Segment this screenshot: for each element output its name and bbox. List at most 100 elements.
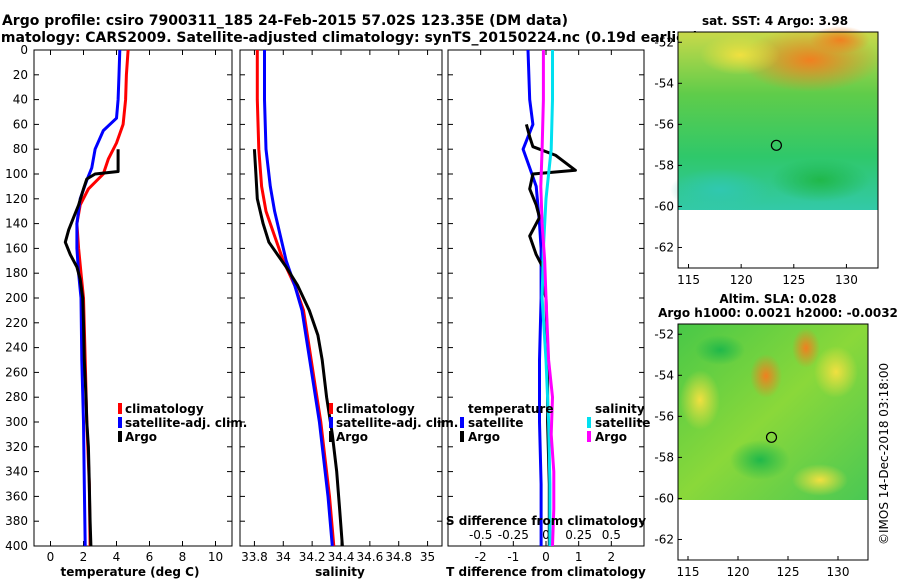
t-difference-xlabel: T difference from climatology [446, 565, 646, 579]
depth-tick-label: 240 [5, 341, 28, 355]
x-tick-label: 33.8 [241, 550, 268, 564]
legend-label-s-satellite: satellite [595, 416, 650, 430]
sla-high-patch [792, 464, 848, 496]
map-x-tick-label: 125 [777, 565, 800, 579]
depth-tick-label: 160 [5, 241, 28, 255]
depth-tick-label: 180 [5, 266, 28, 280]
salinity-panel [239, 49, 443, 547]
depth-tick-label: 340 [5, 465, 28, 479]
legend-swatch-satellite [118, 417, 122, 428]
legend-title-temperature: temperature [468, 402, 553, 416]
map-y-tick-label: -56 [654, 409, 674, 423]
sst-map [670, 26, 880, 269]
depth-tick-label: 20 [13, 68, 28, 82]
legend-swatch-argo [118, 431, 122, 442]
sla-low-patch [730, 440, 790, 480]
temperature-xlabel: temperature (deg C) [61, 565, 200, 579]
map-y-tick-label: -60 [654, 491, 674, 505]
map-x-tick-label: 115 [677, 565, 700, 579]
series-argo [252, 149, 344, 547]
map-y-tick-label: -62 [654, 532, 674, 546]
depth-tick-label: 220 [5, 316, 28, 330]
legend-swatch-climatology [118, 403, 122, 414]
series-temperature-satellite [521, 49, 543, 546]
legend-label-t-satellite: satellite [468, 416, 523, 430]
temperature-plot: 0 2 4 6 8 10 [34, 49, 232, 564]
legend-label-climatology: climatology [125, 402, 204, 416]
legend-swatch-satellite [329, 417, 333, 428]
map-y-tick-label: -52 [654, 35, 674, 49]
legend-label-climatology: climatology [336, 402, 415, 416]
map-y-tick-label: -58 [654, 158, 674, 172]
salinity-xlabel: salinity [315, 565, 365, 579]
map-y-tick-label: -54 [654, 76, 674, 90]
depth-tick-label: 360 [5, 489, 28, 503]
depth-tick-label: 320 [5, 440, 28, 454]
sla-high-patch [680, 370, 720, 430]
sla-high-patch [792, 328, 820, 368]
map-y-tick-label: -60 [654, 199, 674, 213]
difference-plot: -2 -1 0 1 2 -0.5 -0.25 0 0.25 0.5 [448, 49, 644, 564]
map-x-tick-label: 120 [727, 565, 750, 579]
series-climatology [255, 50, 336, 547]
x-tick-label: 34 [276, 550, 291, 564]
title-line-2: Climatology: CARS2009. Satellite-adjuste… [0, 30, 699, 46]
x-tick-label: 34.2 [299, 550, 326, 564]
depth-tick-label: 380 [5, 514, 28, 528]
sla-high-patch [750, 354, 782, 398]
sla-map-title-line-2: Argo h1000: 0.0021 h2000: -0.0032 [658, 306, 898, 320]
sst-cool-patch [770, 158, 870, 202]
sst-cool-patch [670, 168, 770, 212]
s-tick-label: -0.25 [498, 528, 529, 542]
temperature-panel [33, 49, 233, 547]
legend-label-s-argo: Argo [595, 430, 627, 444]
x-tick-label: 2 [80, 550, 88, 564]
x-tick-label: 34.4 [328, 550, 355, 564]
temperature-legend: climatology satellite-adj. clim. Argo [118, 402, 247, 444]
s-tick-label: 0 [542, 528, 550, 542]
sla-map-axes: 115 120 125 130 -52 -54 -56 -58 -60 -62 [654, 327, 849, 579]
map-x-tick-label: 130 [827, 565, 850, 579]
depth-tick-label: 0 [20, 43, 28, 57]
map-y-tick-label: -54 [654, 368, 674, 382]
legend-swatch-s-argo [587, 431, 591, 442]
legend-title-salinity: salinity [595, 402, 645, 416]
map-x-tick-label: 125 [782, 273, 805, 287]
depth-axis: 0 20 40 60 80 100 120 140 160 180 200 220 240 260 280 3… [5, 43, 28, 553]
imos-stamp: ©IMOS 14-Dec-2018 03:18:00 [877, 363, 891, 545]
argo-location-marker [770, 139, 783, 151]
depth-tick-label: 140 [5, 217, 28, 231]
depth-tick-label: 400 [5, 539, 28, 553]
x-tick-label: -1 [507, 550, 519, 564]
sst-map-title: sat. SST: 4 Argo: 3.98 [702, 14, 848, 28]
map-y-tick-label: -58 [654, 450, 674, 464]
x-tick-label: 10 [208, 550, 223, 564]
x-tick-label: -2 [475, 550, 487, 564]
difference-legend: temperature satellite Argo salinity sate… [460, 402, 650, 444]
sla-map-frame [677, 323, 869, 561]
s-tick-label: 0.25 [565, 528, 592, 542]
map-y-tick-label: -62 [654, 240, 674, 254]
depth-tick-label: 280 [5, 390, 28, 404]
sst-map-frame [677, 31, 879, 269]
title-line-1: Argo profile: csiro 7900311_185 24-Feb-2… [2, 13, 568, 29]
x-tick-label: 2 [608, 550, 616, 564]
series-salinity-argo [539, 50, 556, 547]
x-tick-label: 0 [542, 550, 550, 564]
series-satellite-adj-clim- [263, 50, 334, 547]
argo-location-marker [765, 431, 778, 443]
x-tick-label: 6 [146, 550, 154, 564]
sst-warm-patch [700, 35, 780, 75]
x-tick-label: 34.6 [356, 550, 383, 564]
map-x-tick-label: 115 [677, 273, 700, 287]
s-difference-xlabel: S difference from climatology [446, 514, 646, 528]
map-x-tick-label: 130 [835, 273, 858, 287]
sla-map [677, 323, 869, 561]
sla-nodata [678, 500, 868, 560]
legend-label-satellite: satellite-adj. clim. [336, 416, 458, 430]
legend-swatch-t-satellite [460, 417, 464, 428]
depth-tick-label: 80 [13, 142, 28, 156]
sla-map-title-line-1: Altim. SLA: 0.028 [719, 292, 836, 306]
map-y-tick-label: -52 [654, 327, 674, 341]
